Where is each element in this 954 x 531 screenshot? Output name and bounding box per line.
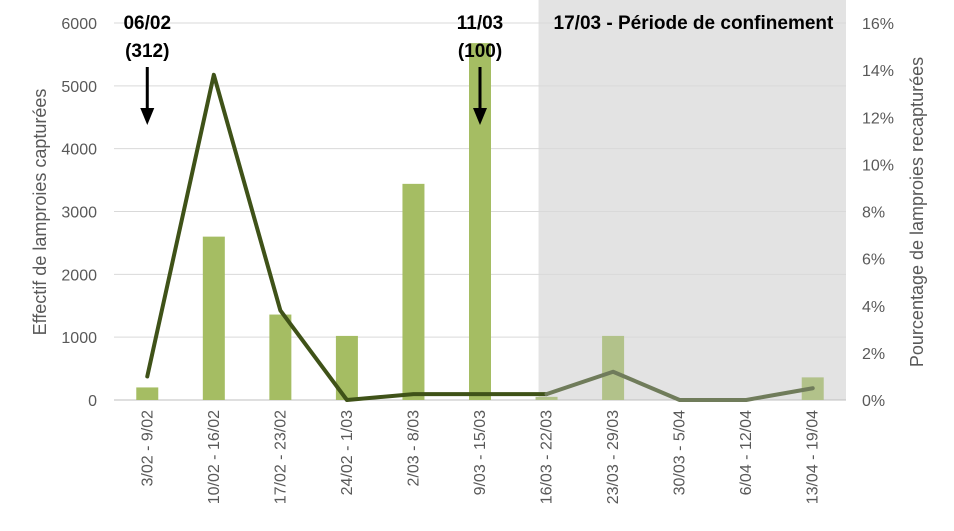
confinement-region: [538, 0, 846, 400]
y2-tick-label: 4%: [862, 299, 885, 316]
line-series: [145, 72, 815, 402]
annotation-date: 06/02: [123, 13, 171, 34]
line-segment-before-confinement: [145, 72, 549, 402]
y2-axis-title: Pourcentage de lamproies recapturées: [907, 57, 927, 367]
y2-tick-label: 8%: [862, 205, 885, 222]
x-tick-label: 23/03 - 29/03: [605, 410, 622, 504]
annotation-count: (312): [125, 41, 169, 62]
x-tick-label: 10/02 - 16/02: [206, 410, 223, 504]
axes: 0 1000 2000 3000 4000 5000 6000 0% 2% 4% 6% 8% 10% 12…: [61, 16, 894, 504]
y-tick-label: 5000: [61, 79, 97, 96]
y2-tick-label: 2%: [862, 346, 885, 363]
y2-tick-label: 14%: [862, 63, 894, 80]
bar: [602, 335, 625, 400]
annotation-arrow-head: [473, 108, 487, 125]
bar: [402, 183, 425, 400]
x-tick-label: 2/03 - 8/03: [405, 410, 422, 487]
y2-tick-label: 10%: [862, 157, 894, 174]
x-tick-label: 9/03 - 15/03: [472, 410, 489, 496]
annotation-arrow-head: [140, 108, 155, 125]
x-tick-label: 17/02 - 23/02: [272, 410, 289, 504]
y-tick-label: 1000: [61, 330, 97, 347]
bar: [202, 236, 225, 400]
bar-series: [136, 43, 824, 401]
x-tick-label: 16/03 - 22/03: [539, 410, 556, 504]
y-tick-label: 4000: [61, 142, 97, 159]
bar: [269, 314, 292, 400]
x-tick-label: 24/02 - 1/03: [339, 410, 356, 496]
bar: [535, 396, 558, 400]
bar: [469, 43, 491, 401]
y-tick-label: 0: [88, 393, 97, 410]
annotation-date: 11/03: [457, 13, 504, 34]
annotations: 06/02 (312) 11/03 (100): [123, 13, 503, 125]
y2-tick-label: 0%: [862, 393, 885, 410]
x-tick-label: 3/02 - 9/02: [139, 410, 156, 487]
x-tick-label: 30/03 - 5/04: [672, 410, 689, 496]
x-tick-label: 6/04 - 12/04: [738, 410, 755, 496]
y2-tick-label: 6%: [862, 252, 885, 269]
y-tick-label: 3000: [61, 205, 97, 222]
confinement-label: 17/03 - Période de confinement: [554, 13, 834, 34]
line-segment-confinement: [544, 369, 815, 402]
bar: [335, 335, 358, 400]
x-tick-label: 13/04 - 19/04: [805, 410, 822, 504]
y-tick-label: 6000: [61, 16, 97, 33]
y-axis-title: Effectif de lamproies capturées: [30, 89, 50, 336]
y2-tick-label: 16%: [862, 16, 894, 33]
annotation-count: (100): [458, 41, 502, 62]
y-tick-label: 2000: [61, 267, 97, 284]
y2-tick-label: 12%: [862, 110, 894, 127]
bar: [136, 387, 159, 400]
